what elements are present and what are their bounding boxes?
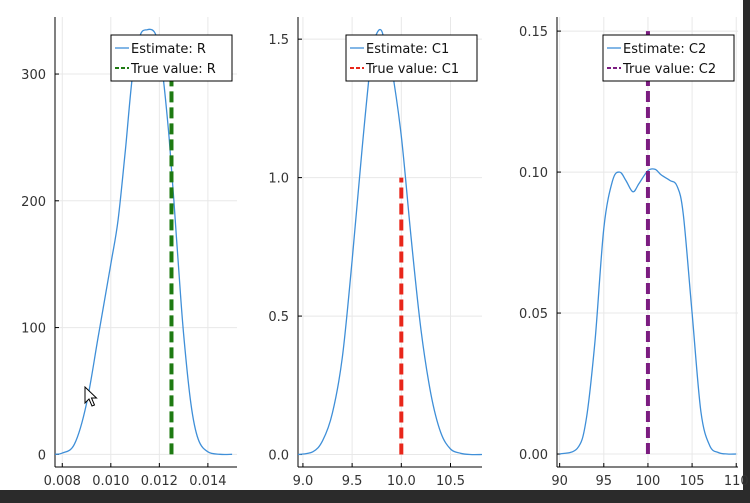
x-tick-label: 95: [596, 474, 613, 489]
legend-label: Estimate: C1: [366, 42, 449, 57]
plot-canvas: [0, 0, 743, 490]
estimate-curve: [297, 28, 483, 456]
y-tick-label: 0.00: [519, 448, 548, 463]
y-tick-label: 0.0: [268, 449, 289, 464]
y-tick-label: 0: [38, 448, 46, 463]
x-tick-label: 110: [724, 474, 749, 489]
legend: Estimate: C1 True value: C1: [345, 34, 478, 82]
x-tick-label: 0.008: [44, 474, 81, 489]
estimate-curve: [559, 168, 737, 455]
estimate-curve: [54, 28, 233, 456]
y-tick-label: 0.05: [519, 307, 548, 322]
y-tick-label: 300: [21, 68, 46, 83]
legend-box: [602, 34, 735, 82]
legend: Estimate: R True value: R: [110, 34, 233, 82]
x-tick-label: 100: [636, 474, 661, 489]
window-edge: [743, 0, 750, 503]
legend-box: [110, 34, 233, 82]
y-tick-label: 100: [21, 322, 46, 337]
subplot-c1: 9.0 9.5 10.0 10.5 0.0 0.5 1.0 1.5 Estimate: C1 Tr…: [268, 17, 483, 489]
legend-label: True value: C1: [365, 62, 459, 77]
x-tick-label: 10.5: [436, 474, 465, 489]
x-tick-label: 10.0: [387, 474, 416, 489]
x-tick-label: 9.0: [293, 474, 314, 489]
legend-label: True value: C2: [622, 62, 716, 77]
y-tick-label: 1.5: [268, 33, 289, 48]
y-tick-label: 0.10: [519, 166, 548, 181]
legend-label: Estimate: R: [131, 42, 206, 57]
x-tick-label: 0.012: [141, 474, 178, 489]
legend-label: True value: R: [130, 62, 216, 77]
mouse-cursor-icon: [84, 386, 98, 407]
x-tick-label: 105: [680, 474, 705, 489]
y-tick-label: 1.0: [268, 172, 289, 187]
window-edge-bottom: [0, 490, 750, 503]
legend-box: [345, 34, 478, 82]
x-tick-label: 0.014: [189, 474, 226, 489]
y-tick-label: 200: [21, 195, 46, 210]
legend: Estimate: C2 True value: C2: [602, 34, 735, 82]
y-tick-label: 0.15: [519, 25, 548, 40]
legend-label: Estimate: C2: [623, 42, 706, 57]
y-tick-label: 0.5: [268, 310, 289, 325]
subplot-c2: 90 95 100 105 110 0.00 0.05 0.10 0.15 Estimate: C…: [519, 17, 749, 489]
x-tick-label: 0.010: [92, 474, 129, 489]
x-tick-label: 90: [551, 474, 568, 489]
x-tick-label: 9.5: [342, 474, 363, 489]
subplot-r: 0.008 0.010 0.012 0.014 0 100 200 300 Estimate: …: [21, 17, 237, 489]
